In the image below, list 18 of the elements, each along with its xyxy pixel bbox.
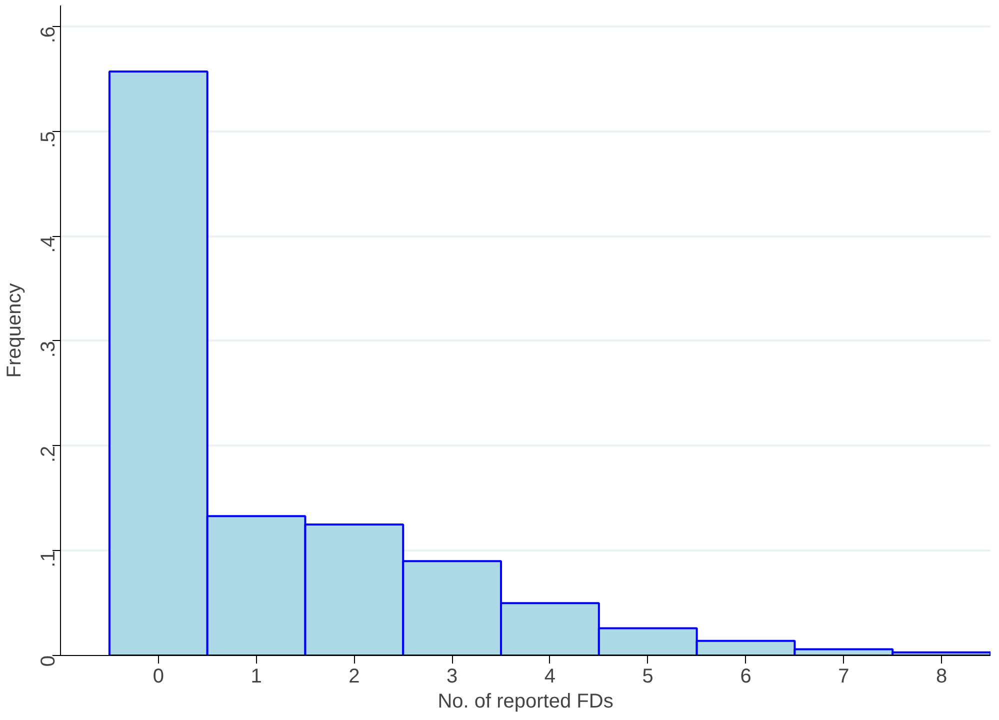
y-tick-label: .1 [38, 550, 60, 568]
x-tick-label: 1 [250, 666, 262, 688]
x-tick-label: 2 [348, 666, 360, 688]
x-tick-label: 8 [936, 666, 948, 688]
x-axis-title: No. of reported FDs [438, 690, 614, 712]
y-axis-title: Frequency [4, 283, 26, 378]
y-tick-label: .3 [38, 340, 60, 358]
x-tick-label: 5 [642, 666, 654, 688]
x-tick-label: 3 [446, 666, 458, 688]
y-tick-label: .5 [38, 131, 60, 148]
y-tick-label: 0 [38, 656, 60, 667]
y-tick-label: .6 [38, 26, 60, 44]
x-tick-label: 6 [740, 666, 752, 688]
x-tick-label: 4 [544, 666, 556, 688]
x-tick-label: 0 [152, 666, 164, 688]
x-tick-label: 7 [838, 666, 850, 688]
y-tick-label: .2 [38, 446, 60, 462]
y-tick-label: .4 [38, 236, 60, 253]
